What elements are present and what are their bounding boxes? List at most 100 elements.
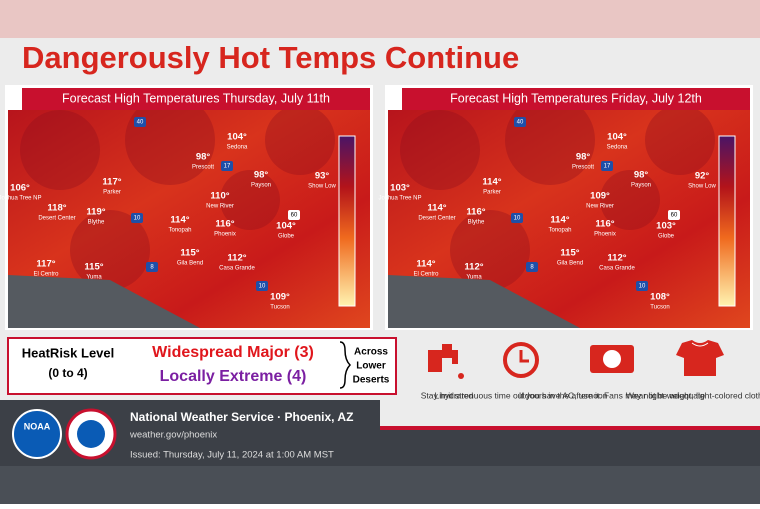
city-name: Tonopah: [548, 228, 571, 234]
temperature: 112°: [607, 253, 626, 264]
city-name: Joshua Tree NP: [0, 196, 42, 202]
city-name: Parker: [483, 190, 501, 196]
tip: Wear light-weight, light-colored clothin…: [626, 390, 760, 400]
nws-logo-core: [77, 420, 105, 448]
heatrisk-box: [7, 337, 397, 395]
blur-bottom: [0, 466, 760, 504]
temperature: 98°: [196, 152, 211, 163]
city-name: Gila Bend: [557, 261, 583, 267]
highway-shield: [514, 117, 526, 127]
temperature: 117°: [102, 177, 121, 188]
highway-number: 40: [137, 120, 144, 126]
city-name: Show Low: [688, 184, 716, 190]
temperature: 93°: [315, 171, 330, 182]
temperature: 109°: [590, 191, 610, 202]
city-name: New River: [206, 204, 234, 210]
city-name: Payson: [251, 183, 271, 189]
mexico: [8, 275, 200, 328]
highway-shield: [146, 262, 158, 272]
city-name: Gila Bend: [177, 261, 203, 267]
color-bar: [718, 135, 736, 307]
city-name: Phoenix: [214, 232, 236, 238]
heat-blob: [20, 110, 100, 190]
temperature: 104°: [276, 221, 296, 232]
heat-blob: [505, 95, 595, 185]
city-name: Yuma: [86, 275, 102, 281]
footer-bar: [380, 430, 760, 466]
tip: If you have AC, use it. Fans may not be …: [519, 390, 705, 400]
temperature: 108°: [650, 292, 670, 303]
footer-rule: [380, 426, 760, 430]
highway-number: 60: [671, 213, 678, 219]
city-name: Prescott: [572, 165, 594, 171]
highway-number: 10: [259, 284, 266, 290]
area-line: Lower: [356, 361, 386, 372]
temperature: 98°: [576, 152, 591, 163]
city-name: El Centro: [413, 272, 439, 278]
risk-extreme: Locally Extreme (4): [160, 368, 307, 385]
temperature: 104°: [607, 132, 627, 143]
heatrisk-label: HeatRisk Level: [22, 345, 115, 360]
city-name: Tonopah: [168, 228, 191, 234]
highway-shield: [601, 161, 613, 171]
temperature: 103°: [656, 221, 676, 232]
temperature: 115°: [180, 248, 199, 259]
color-bar: [338, 135, 356, 307]
temperature: 98°: [634, 170, 649, 181]
city-name: Parker: [103, 190, 121, 196]
city-name: New River: [586, 204, 614, 210]
temperature: 114°: [416, 259, 435, 270]
highway-number: 17: [604, 164, 611, 170]
city-name: Globe: [278, 234, 295, 240]
city-name: Blythe: [88, 220, 105, 226]
noaa-logo-text: NOAA: [24, 421, 51, 431]
city-name: Phoenix: [594, 232, 616, 238]
temperature: 118°: [47, 203, 66, 214]
temperature: 115°: [84, 262, 103, 273]
city-name: Desert Center: [418, 216, 455, 222]
heat-blob: [450, 210, 530, 290]
city-name: Payson: [631, 183, 651, 189]
map-heading-bar: [402, 88, 750, 110]
highway-number: 10: [639, 284, 646, 290]
temperature: 115°: [560, 248, 579, 259]
highway-number: 8: [150, 265, 154, 271]
tip: Limit strenuous time outdoors in the aft…: [435, 390, 608, 400]
footer-org: National Weather Service · Phoenix, AZ: [130, 410, 353, 424]
heat-blob: [400, 110, 480, 190]
heat-blob: [220, 170, 280, 230]
tip-icons: [428, 340, 724, 379]
temperature: 116°: [595, 219, 614, 230]
highway-number: 17: [224, 164, 231, 170]
city-name: Prescott: [192, 165, 214, 171]
temperature: 109°: [270, 292, 290, 303]
temperature: 112°: [464, 262, 483, 273]
highway-shield: [668, 210, 680, 220]
risk-major: Widespread Major (3): [152, 344, 314, 361]
city-name: Blythe: [468, 220, 485, 226]
temperature: 116°: [466, 207, 485, 218]
city-name: Sedona: [227, 145, 248, 151]
highway-number: 10: [514, 216, 521, 222]
temperature: 92°: [695, 171, 710, 182]
highway-number: 60: [291, 213, 298, 219]
highway-shield: [511, 213, 523, 223]
city-name: Casa Grande: [599, 266, 635, 272]
highway-shield: [131, 213, 143, 223]
temperature: 117°: [36, 259, 55, 270]
city-name: Tucson: [650, 305, 669, 311]
title: Dangerously Hot Temps Continue: [22, 40, 519, 75]
map-heading-bar: [22, 88, 370, 110]
heat-blob: [265, 105, 335, 175]
temperature: 106°: [10, 183, 30, 194]
city-name: El Centro: [33, 272, 59, 278]
heat-blob: [70, 210, 150, 290]
temperature: 114°: [482, 177, 501, 188]
temperature: 98°: [254, 170, 269, 181]
temperature: 119°: [86, 207, 105, 218]
temperature: 103°: [390, 183, 410, 194]
city-name: Yuma: [466, 275, 482, 281]
heatrisk-range: (0 to 4): [48, 366, 87, 380]
heat-blob: [600, 170, 660, 230]
